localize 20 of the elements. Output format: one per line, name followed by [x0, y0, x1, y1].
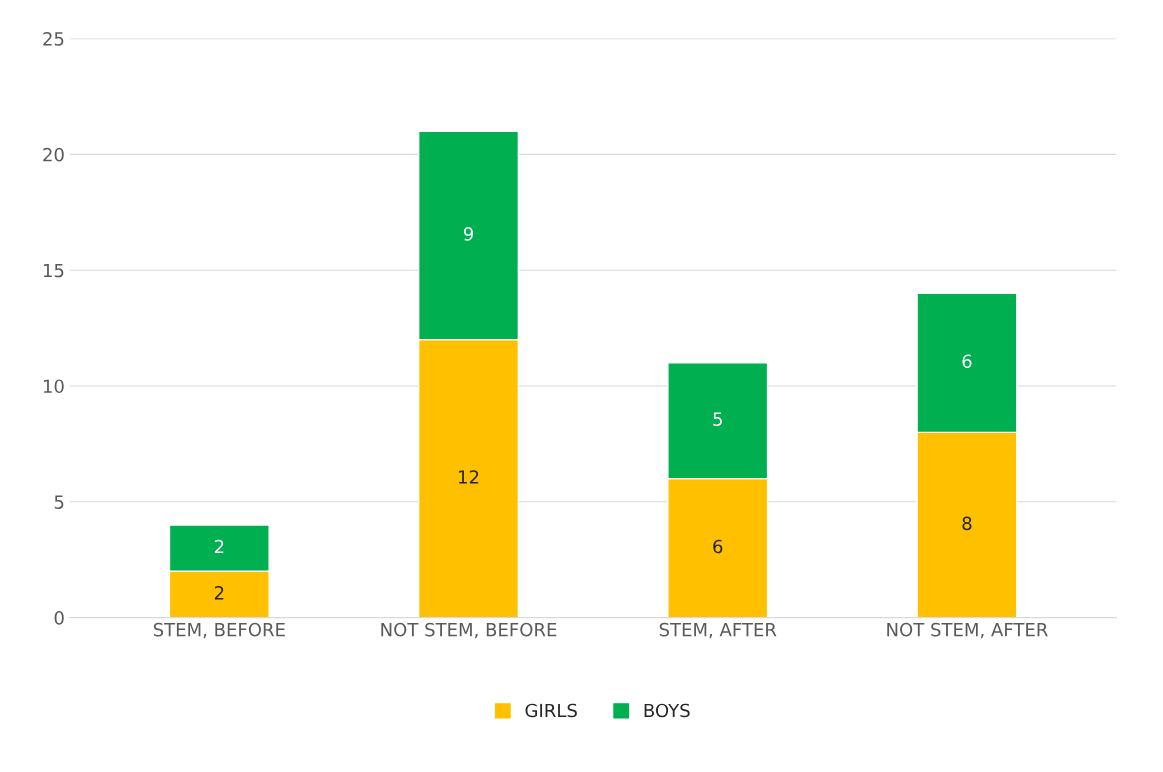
data-label: 6 [962, 354, 972, 369]
y-tick-label: 5 [54, 495, 64, 509]
legend-label: BOYS [644, 703, 690, 718]
x-tick-label: NOT STEM, AFTER [887, 622, 1048, 639]
x-tick-label: STEM, BEFORE [153, 622, 285, 639]
y-tick-label: 0 [54, 611, 64, 625]
y-tick-label: 10 [43, 379, 64, 394]
data-label: 12 [459, 470, 479, 484]
y-tick-label: 15 [43, 263, 64, 278]
x-tick-label: STEM, AFTER [659, 622, 777, 639]
x-tick-label: NOT STEM, BEFORE [381, 622, 557, 639]
data-label: 2 [214, 586, 224, 600]
data-label: 9 [463, 227, 473, 241]
data-label: 8 [962, 516, 972, 531]
y-tick-label: 20 [43, 147, 64, 162]
data-label: 5 [713, 412, 722, 426]
data-label: 2 [214, 539, 224, 554]
data-label: 6 [713, 539, 723, 554]
y-tick-label: 25 [43, 32, 64, 46]
legend-label: GIRLS [525, 703, 577, 718]
